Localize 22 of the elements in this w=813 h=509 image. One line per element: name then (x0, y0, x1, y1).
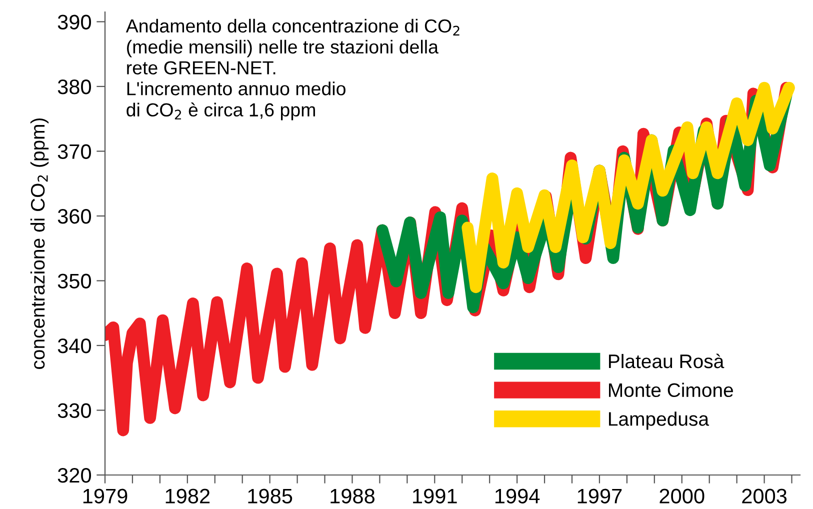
legend-label: Monte Cimone (609, 382, 733, 398)
legend-label: Lampedusa (609, 412, 710, 430)
x-tick-label: 1994 (495, 488, 540, 504)
x-tick-label: 1988 (330, 488, 375, 504)
y-tick-label: 350 (58, 274, 91, 288)
y-tick-label: 320 (58, 468, 91, 483)
x-tick-label: 1997 (578, 488, 622, 504)
x-tick-label: 1979 (83, 488, 128, 504)
y-tick-label: 330 (58, 403, 91, 418)
y-tick-label: 390 (58, 14, 91, 30)
text: Andamento della concentrazione di CO$_{2}$ (medie mensili) nelle tre stazioni della rete GREEN-NET. L'incremento annuo medio di CO$_{2}$ è circa 1,6 ppm (126, 18, 460, 120)
y-tick-label: 360 (58, 208, 91, 224)
legend-label: Plateau Rosà (609, 354, 724, 368)
x-tick-label: 2000 (660, 488, 704, 504)
x-tick-label: 2003 (742, 488, 787, 504)
x-tick-label: 1991 (413, 488, 457, 504)
x-tick-label: 1985 (248, 488, 292, 504)
y-tick-label: 380 (58, 79, 91, 94)
y-tick-label: 370 (58, 144, 91, 159)
x-tick-label: 1982 (166, 488, 210, 504)
y-tick-label: 340 (58, 338, 91, 354)
y-axis-title: concentrazione di CO$_{2}$ (ppm) (30, 118, 49, 369)
